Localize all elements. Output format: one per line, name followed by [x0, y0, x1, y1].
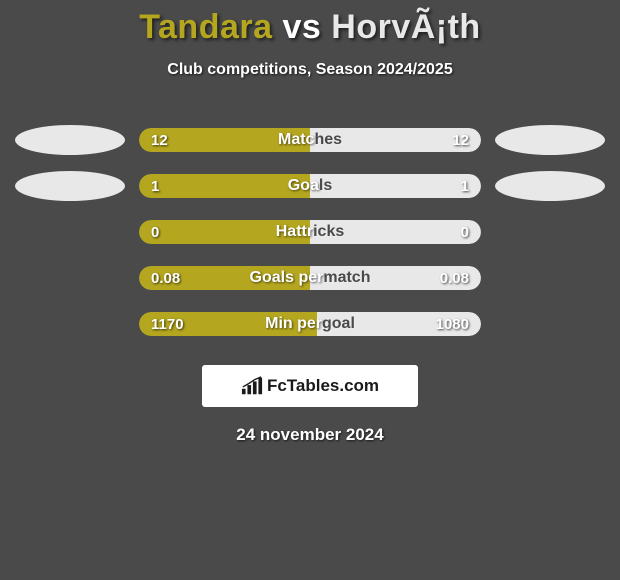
stat-value-left: 1170	[151, 312, 184, 336]
stat-value-right: 1	[461, 174, 469, 198]
stat-label-left: Matc	[278, 131, 314, 149]
vs-label: vs	[282, 8, 321, 46]
stat-label-right: ls	[319, 177, 332, 195]
stat-value-right: 0.08	[440, 266, 469, 290]
stat-row: Hattricks00	[0, 209, 620, 255]
stat-value-right: 12	[452, 128, 469, 152]
stat-label: Goals per match	[139, 266, 481, 290]
stat-label-right: hes	[314, 131, 342, 149]
stat-value-right: 1080	[436, 312, 469, 336]
stat-bar: Min per goal11701080	[139, 312, 481, 336]
stat-label: Hattricks	[139, 220, 481, 244]
stat-label: Goals	[139, 174, 481, 198]
stat-bar: Matches1212	[139, 128, 481, 152]
stats-rows: Matches1212Goals11Hattricks00Goals per m…	[0, 117, 620, 347]
page-title: Tandara vs HorvÃ¡th	[0, 0, 620, 47]
stat-value-left: 0	[151, 220, 159, 244]
left-ellipse	[15, 125, 125, 155]
stat-bar: Goals11	[139, 174, 481, 198]
left-ellipse	[15, 171, 125, 201]
player1-name: Tandara	[139, 8, 272, 46]
logo-box[interactable]: FcTables.com	[202, 365, 418, 407]
stat-label: Min per goal	[139, 312, 481, 336]
logo-text: FcTables.com	[267, 376, 379, 396]
stat-value-left: 1	[151, 174, 159, 198]
right-ellipse	[495, 125, 605, 155]
stat-bar: Hattricks00	[139, 220, 481, 244]
stat-label-right: icks	[313, 223, 344, 241]
stat-value-left: 0.08	[151, 266, 180, 290]
stat-label-right: match	[323, 269, 370, 287]
left-spacer	[15, 309, 125, 339]
date-label: 24 november 2024	[0, 425, 620, 445]
stat-label-left: Goa	[288, 177, 319, 195]
stat-bar: Goals per match0.080.08	[139, 266, 481, 290]
right-ellipse	[495, 171, 605, 201]
comparison-widget: Tandara vs HorvÃ¡th Club competitions, S…	[0, 0, 620, 580]
left-spacer	[15, 263, 125, 293]
chart-icon	[241, 376, 263, 396]
stat-row: Goals11	[0, 163, 620, 209]
stat-row: Matches1212	[0, 117, 620, 163]
right-spacer	[495, 309, 605, 339]
subtitle: Club competitions, Season 2024/2025	[0, 61, 620, 79]
left-spacer	[15, 217, 125, 247]
stat-label-left: Min per	[265, 315, 322, 333]
stat-label-left: Hattr	[276, 223, 313, 241]
right-spacer	[495, 217, 605, 247]
stat-row: Goals per match0.080.08	[0, 255, 620, 301]
stat-value-right: 0	[461, 220, 469, 244]
stat-label: Matches	[139, 128, 481, 152]
stat-label-left: Goals per	[250, 269, 324, 287]
stat-row: Min per goal11701080	[0, 301, 620, 347]
stat-value-left: 12	[151, 128, 168, 152]
right-spacer	[495, 263, 605, 293]
stat-label-right: goal	[322, 315, 355, 333]
player2-name: HorvÃ¡th	[331, 8, 480, 46]
